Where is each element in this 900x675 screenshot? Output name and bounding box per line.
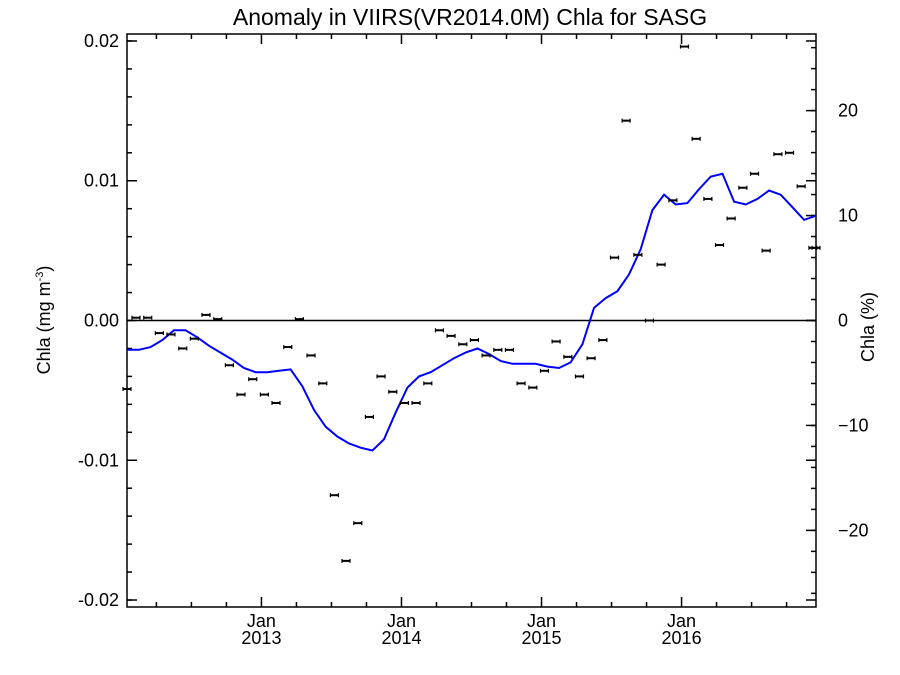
data-point: [656, 262, 666, 267]
monthly-points: [122, 44, 821, 563]
data-point: [341, 558, 351, 563]
data-point: [609, 255, 620, 260]
axis-ticks: [127, 34, 816, 607]
data-point: [318, 381, 328, 386]
data-point: [446, 333, 456, 338]
data-point: [388, 389, 398, 394]
tick-labels: 0.020.010.00-0.01-0.0220100−10−20Jan2013…: [78, 31, 869, 648]
y-right-tick-label: 10: [838, 206, 858, 226]
x-tick-label-year: 2014: [381, 628, 421, 648]
data-point: [668, 198, 678, 203]
data-point: [621, 118, 631, 123]
x-tick-label-month: Jan: [387, 611, 416, 631]
x-tick-label-year: 2015: [521, 628, 561, 648]
y-left-tick-label: -0.02: [78, 590, 119, 610]
data-point: [376, 374, 386, 379]
data-point: [271, 400, 281, 405]
data-point: [784, 150, 795, 155]
data-point: [236, 392, 246, 397]
data-point: [213, 317, 223, 322]
y-right-tick-label: −10: [838, 415, 869, 435]
data-point: [633, 252, 643, 257]
data-point: [131, 315, 141, 320]
x-tick-label-month: Jan: [527, 611, 556, 631]
y-left-tick-label: 0.00: [84, 311, 119, 331]
anomaly-line: [127, 172, 817, 452]
data-point: [796, 184, 806, 189]
data-point: [306, 353, 316, 358]
data-point: [563, 354, 573, 359]
data-point: [294, 317, 304, 322]
data-point: [539, 368, 550, 373]
data-point: [574, 374, 585, 379]
data-point: [283, 345, 293, 350]
y-left-tick-label: 0.01: [84, 171, 119, 191]
y-left-tick-label: -0.01: [78, 450, 119, 470]
y-right-tick-label: 0: [838, 311, 848, 331]
data-point: [586, 356, 596, 361]
data-point: [469, 338, 480, 343]
data-point: [434, 328, 445, 333]
x-tick-label-month: Jan: [667, 611, 696, 631]
data-point: [703, 196, 713, 201]
data-point: [248, 377, 258, 382]
data-point: [773, 152, 783, 157]
chart-title: Anomaly in VIIRS(VR2014.0M) Chla for SAS…: [233, 4, 707, 30]
y-right-tick-label: 20: [838, 101, 858, 121]
data-point: [738, 185, 748, 190]
data-point: [353, 521, 363, 526]
data-point: [399, 400, 410, 405]
data-point: [143, 315, 153, 320]
data-point: [598, 338, 608, 343]
data-point: [458, 342, 468, 347]
data-point: [679, 44, 690, 49]
y-right-tick-label: −20: [838, 520, 869, 540]
data-point: [493, 347, 503, 352]
x-tick-label-year: 2016: [662, 628, 702, 648]
data-point: [178, 346, 188, 351]
data-point: [551, 339, 561, 344]
data-point: [811, 245, 821, 250]
data-point: [749, 171, 760, 176]
data-point: [516, 381, 526, 386]
data-point: [504, 347, 515, 352]
data-point: [154, 331, 164, 336]
data-point: [122, 386, 132, 391]
data-point: [423, 381, 433, 386]
x-tick-label-year: 2013: [241, 628, 281, 648]
data-point: [166, 332, 176, 337]
data-point: [714, 243, 725, 248]
data-point: [726, 216, 736, 221]
y-left-tick-label: 0.02: [84, 31, 119, 51]
data-point: [644, 318, 655, 323]
data-point: [189, 336, 199, 341]
data-point: [761, 248, 771, 253]
data-point: [329, 493, 340, 498]
y-axis-label-right: Chla (%): [858, 292, 878, 362]
data-point: [259, 392, 269, 397]
data-point: [528, 385, 538, 390]
y-axis-label-left: Chla (mg m-3): [34, 266, 54, 375]
data-point: [481, 353, 491, 358]
x-tick-label-month: Jan: [247, 611, 276, 631]
data-point: [364, 414, 375, 419]
data-point: [224, 363, 234, 368]
data-point: [201, 312, 211, 317]
data-point: [411, 400, 421, 405]
data-point: [691, 136, 701, 141]
